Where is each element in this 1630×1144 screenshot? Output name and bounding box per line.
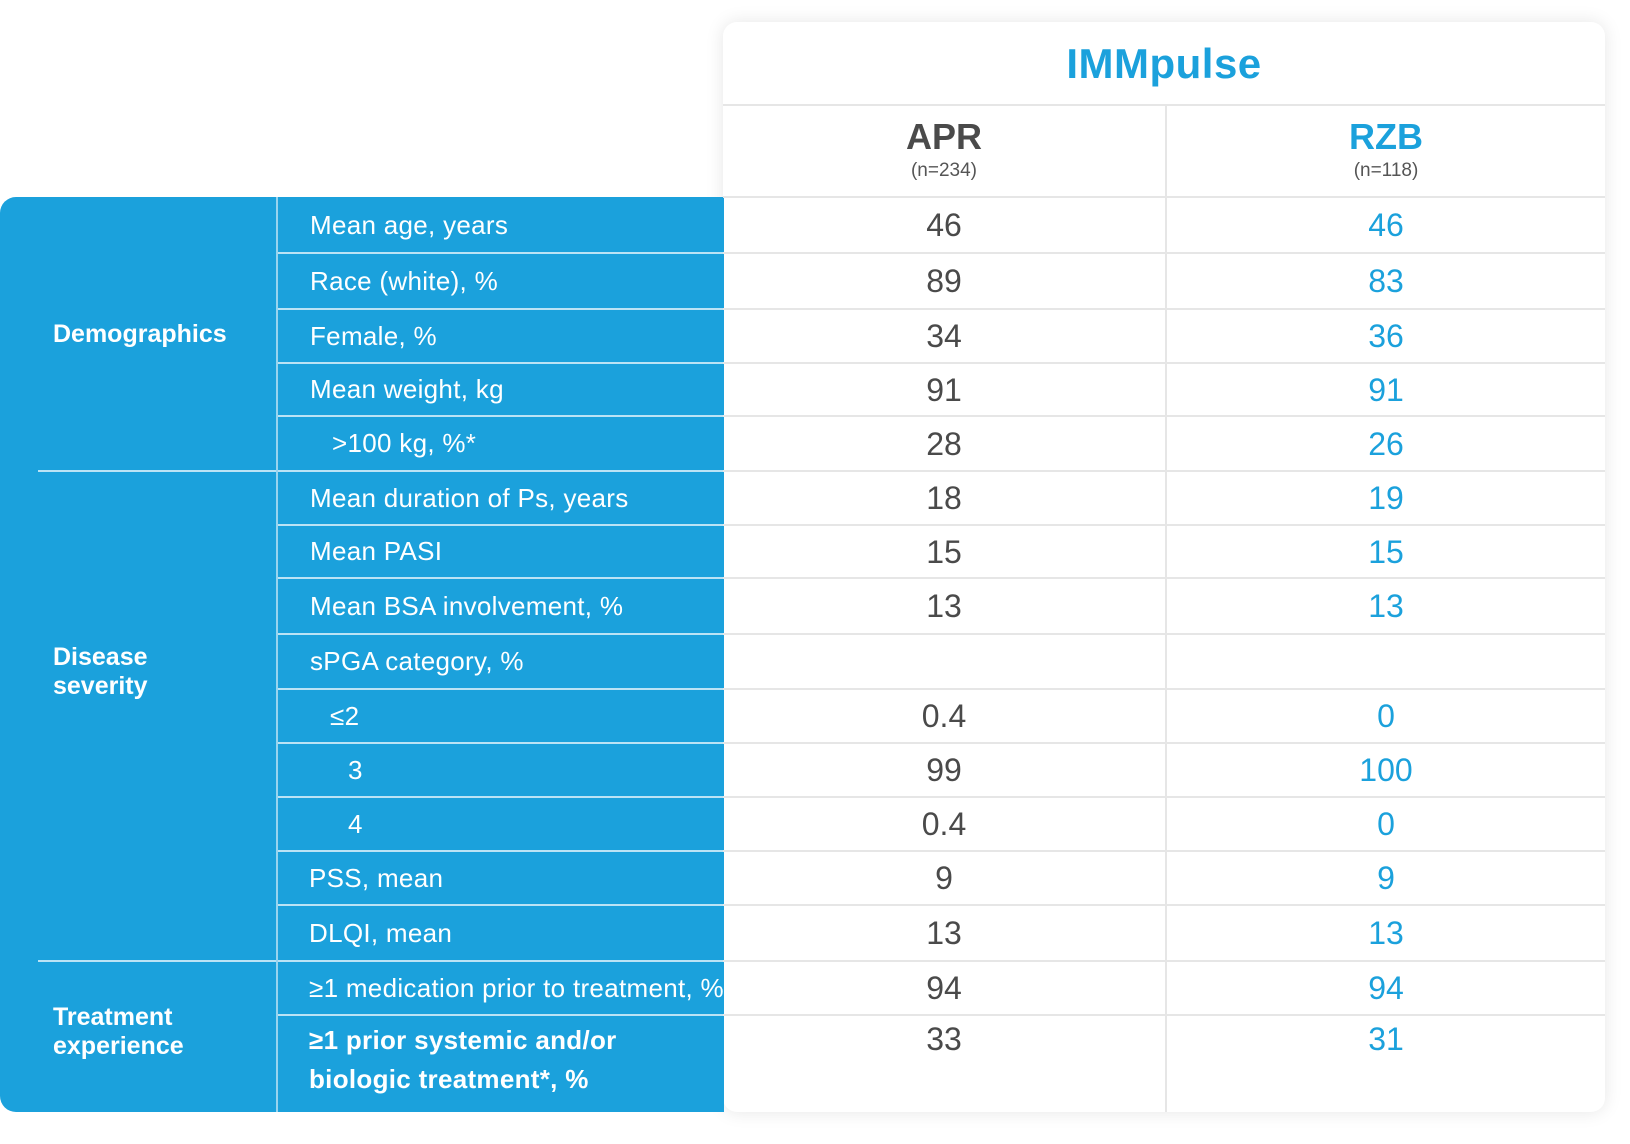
row-separator	[278, 850, 724, 852]
value-apr: 18	[926, 480, 962, 516]
value-apr: 34	[926, 318, 962, 354]
row-separator	[723, 308, 1605, 310]
row-label: 4	[348, 808, 363, 839]
row-label: ≥1 prior systemic and/or biologic treatm…	[309, 1025, 617, 1094]
row-label: PSS, mean	[309, 862, 444, 893]
row-separator	[723, 633, 1605, 635]
row-separator	[723, 850, 1605, 852]
row-label: ≥1 medication prior to treatment, %	[309, 972, 724, 1003]
value-apr: 15	[926, 533, 962, 570]
value-apr: 0.4	[921, 806, 967, 842]
row-label: Mean BSA involvement, %	[310, 590, 624, 621]
row-separator	[278, 1014, 724, 1016]
row-separator	[278, 633, 724, 635]
value-apr: 89	[926, 263, 962, 299]
arm-n-apr: (n=234)	[910, 160, 978, 181]
row-label: sPGA category, %	[310, 646, 524, 676]
value-apr: 13	[926, 915, 962, 951]
row-separator	[723, 1014, 1605, 1016]
row-label: >100 kg, %*	[332, 428, 477, 458]
row-separator	[278, 577, 724, 579]
row-label: Mean PASI	[310, 536, 443, 566]
value-rzb: 0	[1377, 806, 1395, 842]
row-label: Mean weight, kg	[310, 374, 504, 404]
row-separator	[723, 742, 1605, 744]
row-separator	[723, 577, 1605, 579]
row-separator	[723, 904, 1605, 906]
value-apr: 13	[926, 588, 962, 624]
row-separator	[278, 470, 724, 472]
value-rzb: 83	[1368, 263, 1404, 299]
row-separator	[723, 252, 1605, 254]
arm-n-rzb: (n=118)	[1353, 160, 1419, 181]
value-rzb: 26	[1368, 425, 1404, 462]
study-title: IMMpulse	[1066, 40, 1262, 87]
value-rzb: 91	[1368, 371, 1404, 408]
row-separator	[723, 470, 1605, 472]
row-separator	[278, 308, 724, 310]
row-label: ≤2	[330, 700, 360, 731]
category-separator	[38, 470, 276, 472]
category-separator	[38, 960, 276, 962]
category-divider	[276, 197, 278, 1112]
value-rzb: 36	[1368, 318, 1404, 354]
row-separator	[278, 415, 724, 417]
row-separator	[723, 415, 1605, 417]
arm-header-apr: APR	[905, 116, 982, 157]
row-separator	[278, 742, 724, 744]
row-separator	[278, 904, 724, 906]
value-rzb: 9	[1377, 860, 1395, 896]
row-separator	[278, 252, 724, 254]
row-separator	[723, 524, 1605, 526]
row-separator	[278, 960, 724, 962]
row-label: Female, %	[310, 320, 437, 351]
value-apr: 28	[926, 425, 962, 462]
value-rzb: 31	[1368, 1021, 1404, 1057]
value-apr: 99	[926, 752, 962, 788]
row-separator	[278, 362, 724, 364]
value-apr: 91	[926, 371, 962, 408]
value-rzb: 19	[1368, 480, 1404, 516]
value-apr: 33	[926, 1021, 962, 1057]
category-disease-severity: Disease severity	[53, 643, 148, 700]
value-rzb: 0	[1377, 698, 1395, 734]
row-separator	[723, 796, 1605, 798]
row-separator	[278, 524, 724, 526]
row-label-panel	[0, 197, 724, 1112]
row-separator	[723, 960, 1605, 962]
data-card	[723, 22, 1605, 1112]
arm-column-divider	[1165, 105, 1167, 1112]
row-label: DLQI, mean	[309, 917, 453, 948]
value-rzb: 15	[1368, 533, 1404, 570]
value-apr: 0.4	[921, 698, 967, 734]
row-separator	[723, 196, 1605, 198]
value-apr: 94	[926, 970, 962, 1006]
category-demographics: Demographics	[53, 320, 227, 348]
value-rzb: 100	[1359, 752, 1413, 788]
value-rzb: 13	[1368, 588, 1404, 624]
value-rzb: 94	[1368, 970, 1404, 1006]
value-apr: 9	[935, 860, 953, 896]
row-label: 3	[348, 754, 363, 785]
category-treatment-experience: Treatment experience	[53, 1003, 184, 1060]
value-apr: 46	[926, 207, 962, 243]
row-label: Mean duration of Ps, years	[310, 482, 629, 513]
row-label: Mean age, years	[310, 209, 509, 240]
row-separator	[723, 362, 1605, 364]
row-label: Race (white), %	[310, 265, 498, 296]
header-rule	[723, 104, 1605, 106]
row-separator	[278, 688, 724, 690]
value-rzb: 46	[1368, 207, 1404, 243]
arm-header-rzb: RZB	[1349, 116, 1423, 157]
row-separator	[278, 796, 724, 798]
value-rzb: 13	[1368, 915, 1404, 951]
row-separator	[723, 688, 1605, 690]
